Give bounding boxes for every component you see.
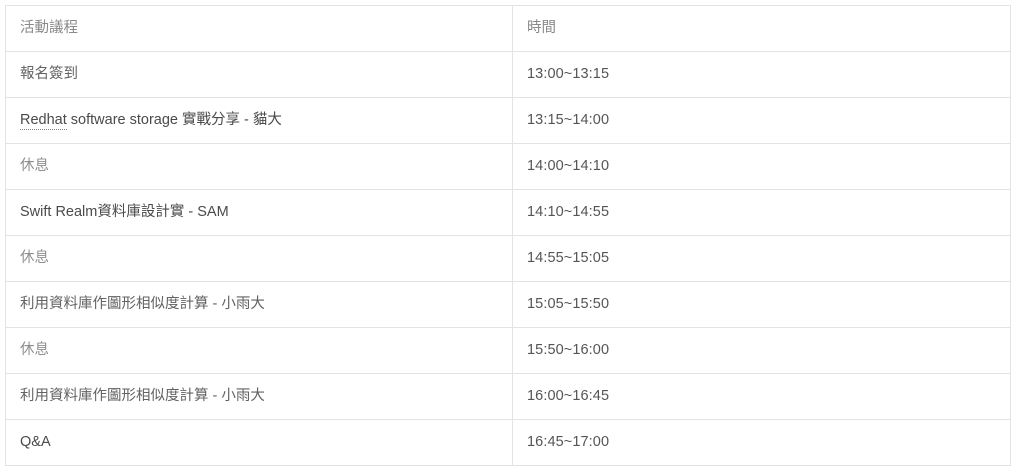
time-cell: 15:05~15:50: [512, 281, 1011, 328]
agenda-cell: Swift Realm資料庫設計實 - SAM: [5, 189, 513, 236]
table-row: 休息 14:55~15:05: [5, 235, 1011, 282]
agenda-cell: 利用資料庫作圖形相似度計算 - 小雨大: [5, 373, 513, 420]
table-row: 利用資料庫作圖形相似度計算 - 小雨大 15:05~15:50: [5, 281, 1011, 328]
table-row: 休息 14:00~14:10: [5, 143, 1011, 190]
time-cell: 14:10~14:55: [512, 189, 1011, 236]
column-header-agenda: 活動議程: [5, 5, 513, 52]
table-header-row: 活動議程 時間: [5, 5, 1011, 52]
table-row: 休息 15:50~16:00: [5, 327, 1011, 374]
agenda-cell: 報名簽到: [5, 51, 513, 98]
agenda-cell: Q&A: [5, 419, 513, 466]
time-cell: 15:50~16:00: [512, 327, 1011, 374]
table-header: 活動議程 時間: [5, 5, 1011, 52]
table-row: Q&A 16:45~17:00: [5, 419, 1011, 466]
event-agenda-table: 活動議程 時間 報名簽到 13:00~13:15 Redhat software s…: [5, 5, 1011, 466]
table-row: Redhat software storage 實戰分享 - 貓大 13:15~1…: [5, 97, 1011, 144]
table-row: Swift Realm資料庫設計實 - SAM 14:10~14:55: [5, 189, 1011, 236]
table-body: 報名簽到 13:00~13:15 Redhat software storage 實…: [5, 51, 1011, 466]
agenda-cell: 休息: [5, 143, 513, 190]
column-header-time: 時間: [512, 5, 1011, 52]
time-cell: 13:00~13:15: [512, 51, 1011, 98]
time-cell: 14:00~14:10: [512, 143, 1011, 190]
agenda-cell: Redhat software storage 實戰分享 - 貓大: [5, 97, 513, 144]
agenda-cell: 休息: [5, 235, 513, 282]
agenda-cell-text: software storage 實戰分享 - 貓大: [66, 112, 282, 129]
time-cell: 16:45~17:00: [512, 419, 1011, 466]
time-cell: 14:55~15:05: [512, 235, 1011, 282]
table-row: 利用資料庫作圖形相似度計算 - 小雨大 16:00~16:45: [5, 373, 1011, 420]
agenda-cell: 利用資料庫作圖形相似度計算 - 小雨大: [5, 281, 513, 328]
spellcheck-underlined-word: Redhat: [20, 112, 67, 131]
time-cell: 13:15~14:00: [512, 97, 1011, 144]
agenda-cell: 休息: [5, 327, 513, 374]
table-row: 報名簽到 13:00~13:15: [5, 51, 1011, 98]
time-cell: 16:00~16:45: [512, 373, 1011, 420]
